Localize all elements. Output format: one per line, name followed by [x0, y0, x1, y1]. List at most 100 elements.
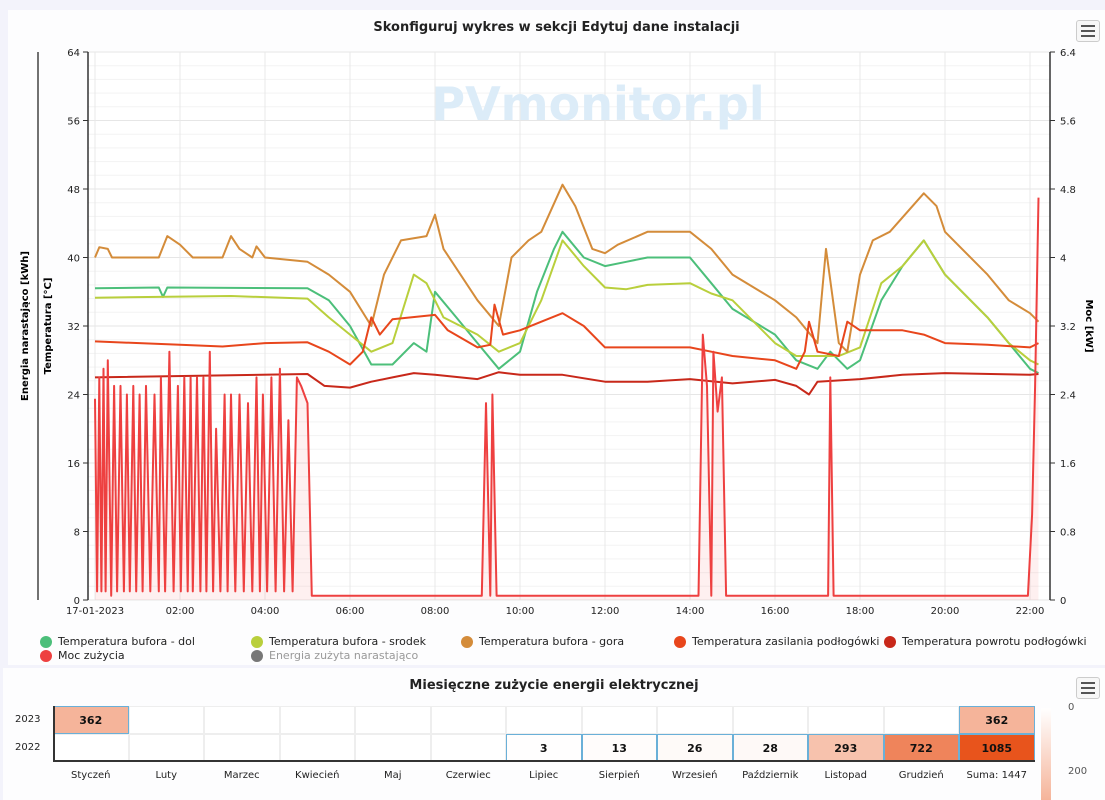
- heatmap-cell[interactable]: [506, 706, 582, 734]
- heatmap-cell[interactable]: 13: [581, 734, 657, 762]
- heatmap-cell[interactable]: 293: [808, 734, 884, 762]
- heatmap-cell[interactable]: [279, 706, 355, 734]
- legend-marker-icon: [40, 649, 52, 662]
- heatmap-x-label: Marzec: [223, 770, 260, 781]
- heatmap-x-label: Październik: [742, 770, 799, 781]
- y-left-tick-label: 8: [74, 528, 80, 539]
- heatmap-menu-button[interactable]: [1076, 677, 1100, 699]
- y-left-axis-title: Temperatura [°C]: [43, 278, 54, 375]
- legend-label: Moc zużycia: [58, 649, 125, 662]
- legend-item[interactable]: Temperatura bufora - dol: [40, 635, 195, 648]
- heatmap-x-label: Wrzesień: [672, 770, 718, 781]
- y-outer-axis-title: Energia narastająco [kWh]: [20, 251, 31, 401]
- heatmap-cell[interactable]: [128, 706, 204, 734]
- y-left-tick-label: 64: [67, 48, 80, 59]
- heatmap-cell[interactable]: [732, 706, 808, 734]
- heatmap-x-label: Grudzień: [898, 770, 944, 781]
- chart-menu-button[interactable]: [1076, 20, 1100, 42]
- legend-label: Temperatura bufora - gora: [479, 635, 625, 648]
- x-tick-label: 06:00: [336, 606, 365, 617]
- x-tick-label: 04:00: [251, 606, 280, 617]
- chart-title: Skonfiguruj wykres w sekcji Edytuj dane …: [373, 20, 740, 35]
- heatmap-x-label: Czerwiec: [445, 770, 491, 781]
- x-tick-label: 16:00: [761, 606, 790, 617]
- heatmap-cell[interactable]: [883, 706, 959, 734]
- legend-marker-icon: [674, 635, 686, 648]
- colorbar-label: 200: [1068, 766, 1088, 777]
- x-tick-label: 18:00: [846, 606, 875, 617]
- heatmap-cell[interactable]: [430, 734, 506, 762]
- heatmap-cell[interactable]: [355, 706, 431, 734]
- watermark: PVmonitor.pl: [431, 77, 764, 131]
- colorbar-label: 0: [1068, 702, 1075, 713]
- series-line-temperatura-bufora-gora: [94, 183, 1040, 353]
- y-left-tick-label: 56: [67, 117, 80, 128]
- y-right-tick-label: 6.4: [1060, 48, 1076, 59]
- heatmap-cell[interactable]: [430, 706, 506, 734]
- series-line-temperatura-bufora-dol: [94, 230, 1039, 374]
- heatmap-x-label: Maj: [383, 770, 402, 781]
- legend-label: Temperatura powrotu podłogówki: [902, 635, 1087, 648]
- series-area: [95, 197, 1039, 600]
- legend-marker-icon: [251, 635, 263, 648]
- y-right-tick-label: 4: [1060, 254, 1066, 265]
- y-left-tick-label: 32: [67, 322, 80, 333]
- legend-item[interactable]: Temperatura bufora - gora: [461, 635, 624, 648]
- x-tick-label: 20:00: [931, 606, 960, 617]
- y-right-tick-label: 3.2: [1060, 322, 1076, 333]
- x-tick-label: 10:00: [506, 606, 535, 617]
- heatmap-panel: Miesięczne zużycie energii elektrycznej …: [3, 668, 1105, 800]
- heatmap-cell[interactable]: [204, 706, 280, 734]
- legend-marker-icon: [461, 635, 473, 648]
- x-tick-label: 12:00: [591, 606, 620, 617]
- legend-item[interactable]: Moc zużycia: [40, 649, 125, 662]
- legend-marker-icon: [251, 649, 263, 662]
- y-right-tick-label: 4.8: [1060, 185, 1076, 196]
- heatmap-y-label: 2023: [15, 714, 41, 725]
- heatmap-cell[interactable]: [128, 734, 204, 762]
- y-right-tick-label: 5.6: [1060, 117, 1076, 128]
- y-left-tick-label: 24: [67, 391, 80, 402]
- heatmap-cell[interactable]: [657, 706, 733, 734]
- heatmap-cell[interactable]: 28: [732, 734, 808, 762]
- series-line-temperatura-bufora-srodek: [94, 239, 1039, 366]
- y-right-tick-label: 2.4: [1060, 391, 1076, 402]
- hamburger-icon: [1081, 682, 1095, 684]
- y-left-tick-label: 48: [67, 185, 80, 196]
- heatmap-cell[interactable]: 362: [53, 706, 129, 734]
- line-chart: PVmonitor.pl 17-01-2023 02:00 04:00 06:00 0 8…: [20, 48, 1094, 617]
- x-tick-label: 14:00: [676, 606, 705, 617]
- y-left-tick-label: 16: [67, 459, 80, 470]
- heatmap-cell[interactable]: [808, 706, 884, 734]
- heatmap-x-label: Kwiecień: [295, 770, 340, 781]
- series-line-temperatura-powrotu-pod-og-wki: [94, 371, 1039, 396]
- x-tick-label: 02:00: [166, 606, 195, 617]
- heatmap-cell[interactable]: [355, 734, 431, 762]
- heatmap-x-label: Lipiec: [529, 770, 559, 781]
- legend-item[interactable]: Temperatura bufora - srodek: [251, 635, 426, 648]
- x-tick-label: 17-01-2023: [66, 606, 124, 617]
- heatmap-x-label: Sierpień: [598, 770, 640, 781]
- y-left-tick-label: 0: [74, 596, 80, 607]
- y-right-tick-label: 0: [1060, 596, 1066, 607]
- legend-item[interactable]: Temperatura powrotu podłogówki: [884, 635, 1087, 648]
- heatmap-cell[interactable]: [279, 734, 355, 762]
- heatmap-cell[interactable]: [581, 706, 657, 734]
- y-right-tick-label: 0.8: [1060, 528, 1076, 539]
- heatmap-x-label: Styczeń: [71, 770, 111, 781]
- heatmap-cell[interactable]: 722: [883, 734, 959, 762]
- heatmap-cell[interactable]: [204, 734, 280, 762]
- heatmap-cell[interactable]: 1085: [959, 734, 1035, 762]
- series-line-moc-zu-ycia: [94, 197, 1040, 597]
- heatmap-x-label: Listopad: [824, 770, 867, 781]
- heatmap-cell[interactable]: 26: [657, 734, 733, 762]
- legend-item[interactable]: Temperatura zasilania podłogówki: [674, 635, 879, 648]
- legend-marker-icon: [884, 635, 896, 648]
- legend-item[interactable]: Energia zużyta narastająco: [251, 649, 418, 662]
- heatmap-cell[interactable]: 362: [959, 706, 1035, 734]
- series-line-temperatura-zasilania-pod-og-wki: [94, 303, 1039, 370]
- heatmap-cell[interactable]: 3: [506, 734, 582, 762]
- line-chart-panel: Skonfiguruj wykres w sekcji Edytuj dane …: [8, 10, 1105, 665]
- heatmap-cell[interactable]: [53, 734, 129, 762]
- legend-label: Temperatura zasilania podłogówki: [692, 635, 880, 648]
